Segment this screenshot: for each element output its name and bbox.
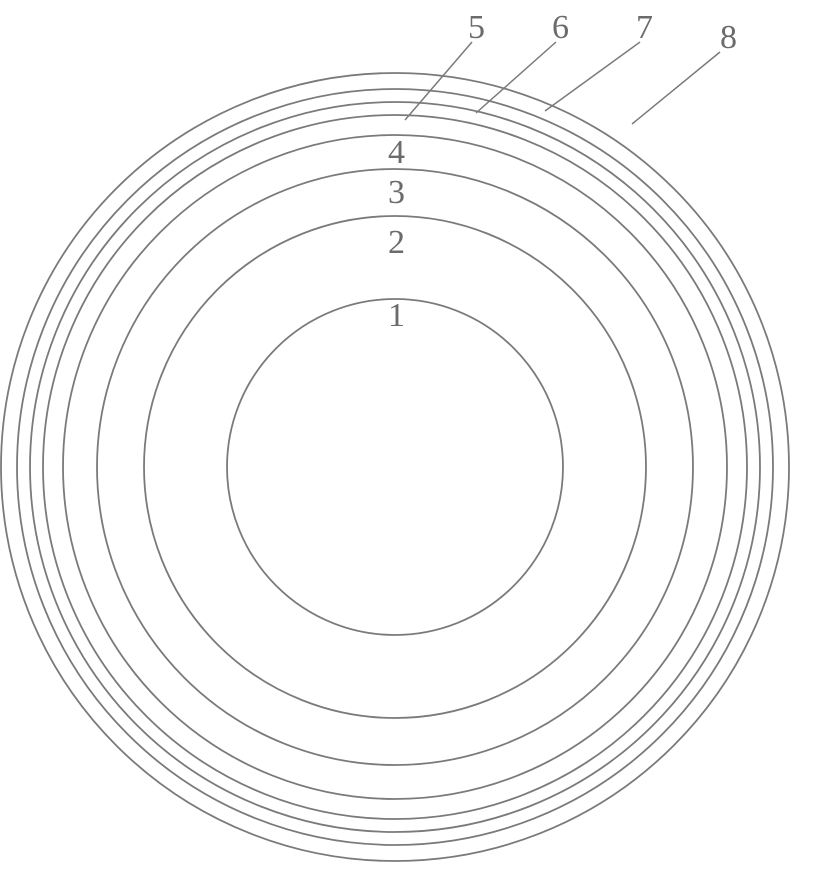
ring-label-4: 4 [388,134,405,171]
concentric-diagram: 1 2 34 5 6 7 8 [0,0,825,877]
callout-leader-8 [632,52,720,124]
callout-label-8: 8 [720,19,737,56]
ring-2 [144,216,646,718]
callout-leader-7 [545,42,640,111]
callout-label-7: 7 [636,9,653,46]
ring-6 [30,102,760,832]
ring-1 [227,299,563,635]
inner-ring-labels: 1 2 34 [388,134,405,334]
ring-5 [43,115,747,819]
callout-leaders [405,42,720,124]
callout-labels: 5 6 7 8 [468,9,737,56]
ring-label-2: 2 [388,224,405,261]
callout-label-5: 5 [468,9,485,46]
ring-label-3: 3 [388,174,405,211]
callout-label-6: 6 [552,9,569,46]
ring-label-1: 1 [388,297,405,334]
